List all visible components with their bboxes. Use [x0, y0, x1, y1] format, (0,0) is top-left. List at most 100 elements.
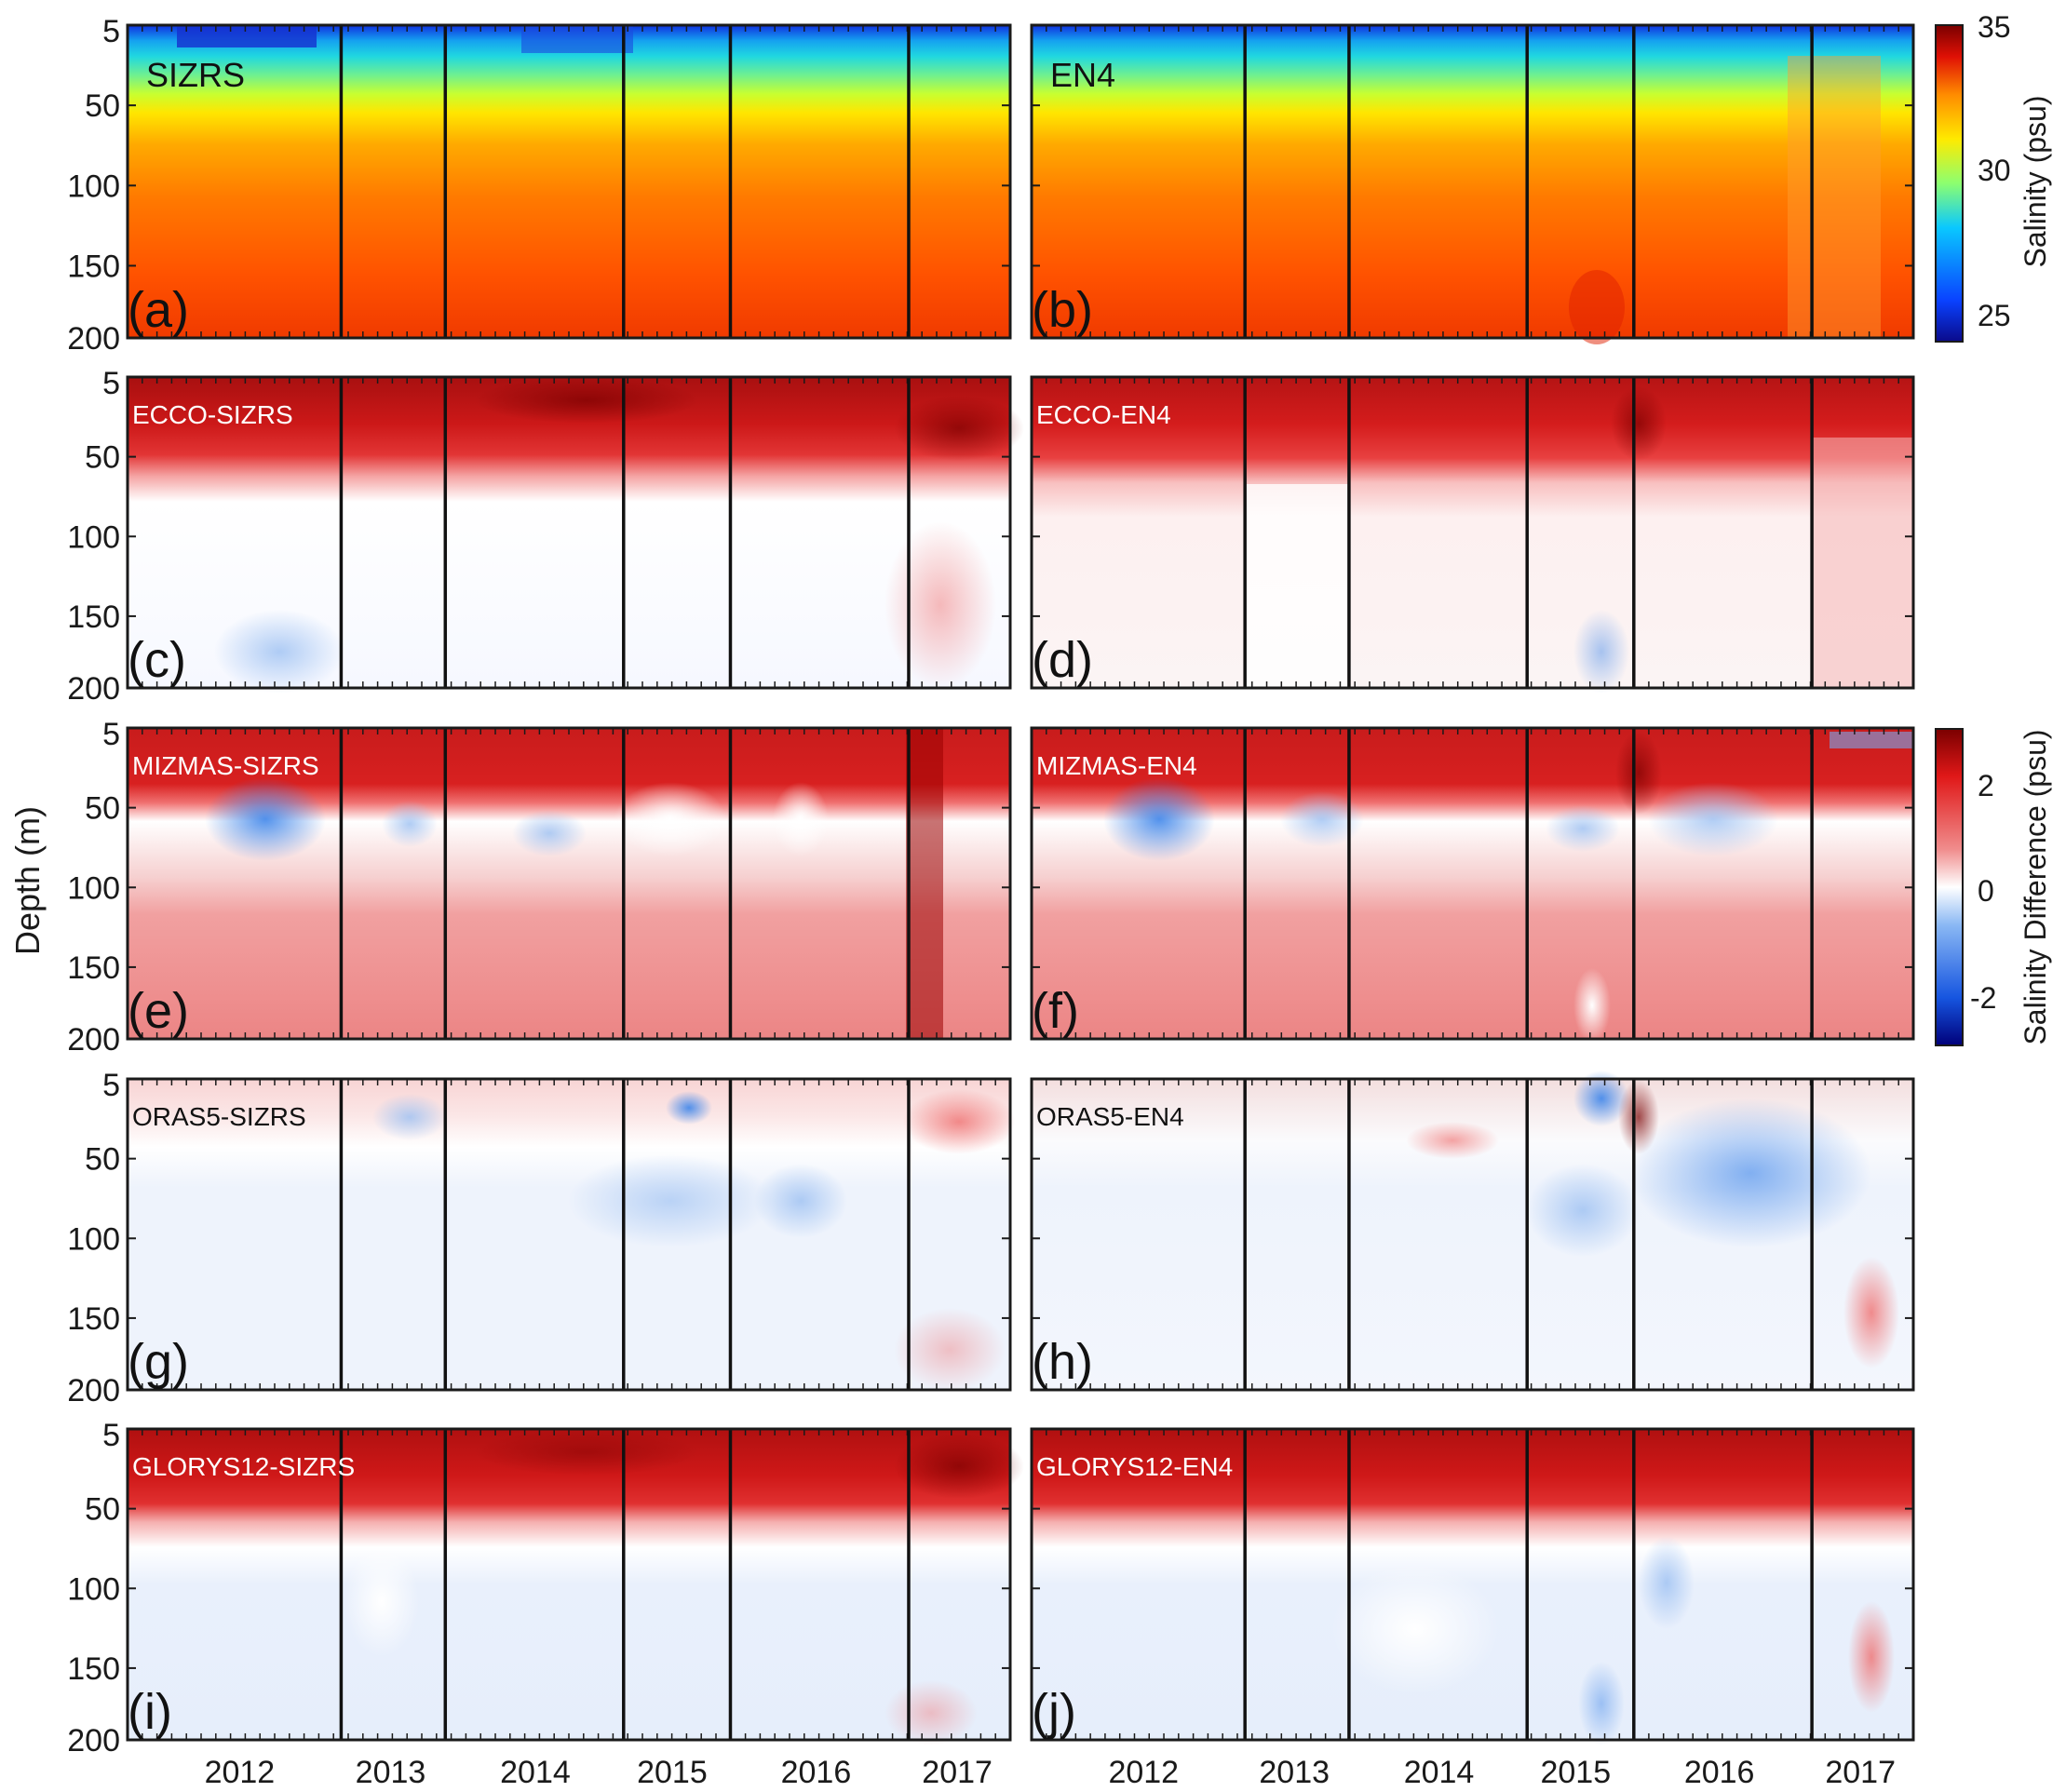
y-tick-label: 150: [67, 950, 120, 986]
colorbar-difference-tick: 2: [1978, 769, 1994, 802]
y-tick-label: 100: [67, 1221, 120, 1257]
panel-f-anomaly: [1648, 782, 1778, 856]
panel-frame: [1030, 375, 1915, 690]
panel-overlay-b: EN4 (b): [1030, 23, 1915, 340]
panel-d: [1032, 377, 1913, 694]
panel-g-anomaly: [754, 1164, 847, 1238]
panel-overlay-i: 5 50 100 150 200 GLORYS12-SIZRS (i) 2012 2013 201…: [67, 1418, 1012, 1790]
panel-a-fresh-patch: [521, 25, 633, 53]
panel-overlay-e: 5 50 100 150 200 MIZMAS-SIZRS (e): [67, 717, 1012, 1058]
panel-letter: (b): [1032, 282, 1093, 338]
y-tick-label: 200: [67, 1373, 120, 1408]
colorbar-salinity-tick: 35: [1978, 10, 2011, 44]
panel-letter: (i): [128, 1684, 172, 1740]
panel-i-anomaly: [475, 1429, 698, 1475]
x-tick-label: 2013: [356, 1755, 426, 1790]
panel-b-field: [1032, 25, 1913, 338]
x-tick-label: 2013: [1259, 1755, 1330, 1790]
panel-d-white-column: [1244, 484, 1348, 688]
x-tick-label: 2014: [1404, 1755, 1475, 1790]
colorbar-salinity-bar: [1935, 24, 1964, 343]
colorbar-difference-bar: [1935, 728, 1964, 1046]
panel-frame: [1030, 23, 1915, 340]
panel-f-anomaly: [1280, 791, 1364, 847]
y-tick-label: 100: [67, 519, 120, 555]
panel-e-anomaly: [205, 777, 326, 861]
axes-overlay: 5 50 100 150 200 SIZRS (a) EN4 (b) 5 50 100 150 200 EC…: [67, 14, 1915, 1790]
panel-name: ECCO-EN4: [1036, 400, 1171, 429]
x-tick-label: 2016: [781, 1755, 852, 1790]
panel-g-anomaly: [372, 1094, 447, 1140]
colorbar-difference: 2 0 -2 Salinity Difference (psu): [1935, 728, 2052, 1046]
y-tick-label: 150: [67, 1301, 120, 1337]
panel-d-anomaly: [1611, 386, 1667, 461]
y-tick-label: 100: [67, 1571, 120, 1607]
panel-h-anomaly: [1843, 1257, 1899, 1368]
panel-e-anomaly: [382, 801, 438, 847]
panel-frame: [1030, 726, 1915, 1041]
panel-letter: (h): [1032, 1334, 1093, 1390]
panel-c: [128, 377, 1024, 694]
colorbar-difference-tick: 0: [1978, 874, 1994, 908]
panel-name: ORAS5-EN4: [1036, 1102, 1184, 1131]
y-tick-label: 150: [67, 1651, 120, 1687]
panel-i-anomaly: [894, 1434, 1024, 1499]
panel-frame: [126, 375, 1012, 690]
x-tick-label: 2015: [1540, 1755, 1611, 1790]
panel-i-anomaly: [884, 1680, 978, 1745]
panel-frame: [126, 23, 1012, 340]
panel-a-field: [128, 25, 1010, 338]
panel-letter: (j): [1032, 1684, 1076, 1740]
panel-f-anomaly: [1830, 732, 1913, 748]
panel-overlay-c: 5 50 100 150 200 ECCO-SIZRS (c): [67, 366, 1012, 707]
panel-h-anomaly: [1573, 1071, 1629, 1126]
y-axis-label: Depth (m): [8, 806, 47, 955]
panel-f-field: [1032, 728, 1913, 1039]
panel-g: [128, 1079, 1015, 1392]
x-tick-label: 2017: [922, 1755, 992, 1790]
y-tick-label: 150: [67, 600, 120, 635]
panel-name: GLORYS12-EN4: [1036, 1452, 1233, 1481]
panel-j-anomaly: [1578, 1662, 1625, 1745]
panel-j-anomaly: [1639, 1536, 1695, 1629]
panel-h-anomaly: [1629, 1098, 1871, 1247]
y-tick-label: 100: [67, 870, 120, 906]
panel-b-orange-column: [1788, 56, 1881, 338]
panel-g-anomaly: [903, 1089, 1015, 1154]
y-tick-label: 50: [85, 88, 120, 124]
y-tick-label: 50: [85, 1142, 120, 1178]
y-tick-label: 100: [67, 168, 120, 204]
panel-g-field: [128, 1079, 1010, 1390]
y-tick-label: 50: [85, 440, 120, 476]
panel-g-anomaly: [666, 1091, 712, 1125]
panel-a: [128, 25, 1010, 338]
panel-j: [1032, 1429, 1913, 1745]
panel-e: [128, 728, 1010, 1039]
panel-overlay-j: GLORYS12-EN4 (j) 2012 2013 2014 2015 2016 2017: [1030, 1427, 1915, 1790]
panel-overlay-a: 5 50 100 150 200 SIZRS (a): [67, 14, 1012, 357]
panel-i-anomaly: [344, 1545, 419, 1657]
panel-f-anomaly: [1103, 777, 1215, 861]
y-tick-label: 150: [67, 249, 120, 284]
panel-frame: [1030, 1427, 1915, 1742]
panel-e-anomaly: [512, 810, 587, 856]
x-tick-label: 2014: [500, 1755, 571, 1790]
panel-letter: (f): [1032, 983, 1079, 1039]
y-tick-label: 5: [102, 14, 120, 49]
panel-h-anomaly: [1527, 1164, 1639, 1257]
panel-frame: [1030, 1077, 1915, 1392]
panel-b: [1032, 25, 1913, 344]
panel-letter: (c): [128, 632, 186, 688]
panel-a-fresh-patch: [177, 25, 317, 47]
x-tick-label: 2012: [1108, 1755, 1179, 1790]
panel-c-anomaly: [894, 396, 1024, 461]
panel-frame: [126, 1077, 1012, 1392]
panel-name: ECCO-SIZRS: [132, 400, 293, 429]
panel-name: MIZMAS-EN4: [1036, 751, 1197, 780]
panel-c-anomaly: [214, 610, 344, 694]
panel-j-anomaly: [1848, 1601, 1895, 1713]
panel-g-anomaly: [568, 1154, 773, 1247]
panel-f-anomaly: [1573, 968, 1611, 1043]
panel-c-anomaly: [884, 521, 996, 689]
panel-f: [1032, 728, 1913, 1043]
